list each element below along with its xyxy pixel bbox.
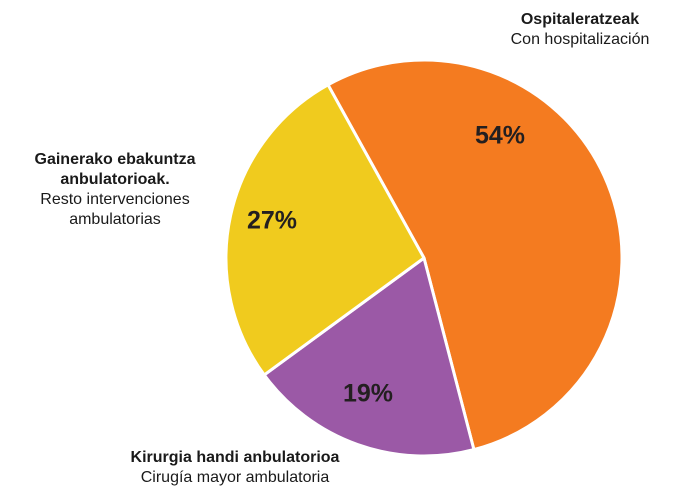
value-label: 19% [343,380,393,408]
value-label: 54% [475,122,525,150]
category-sublabel: Resto intervenciones ambulatorias [40,191,190,228]
pie-slice [224,83,426,377]
category-name: Kirurgia handi anbulatorioa [130,449,340,466]
value-label: 27% [247,207,297,235]
category-sublabel: Cirugía mayor ambulatoria [140,469,330,486]
category-sublabel: Con hospitalización [510,31,650,48]
slice-label: Ospitaleratzeak Con hospitalización [480,10,680,50]
slice-label: Kirurgia handi anbulatorioa Cirugía mayor… [85,448,385,488]
pie-slice [262,256,476,458]
pie-slice [326,58,624,452]
category-name: Gainerako ebakuntza anbulatorioak. [34,151,196,188]
category-name: Ospitaleratzeak [520,11,640,28]
slice-label: Gainerako ebakuntza anbulatorioak. Resto … [0,150,230,230]
